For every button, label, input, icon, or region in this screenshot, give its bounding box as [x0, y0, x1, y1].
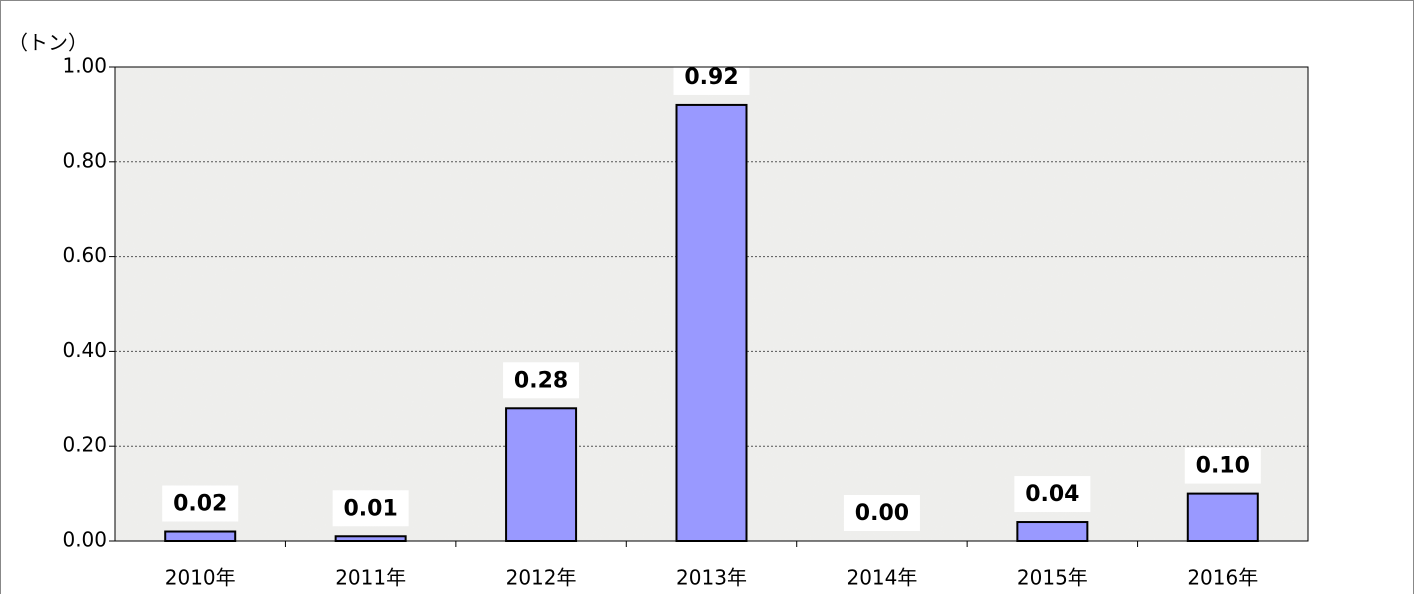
x-tick-label: 2012年	[506, 566, 577, 590]
value-label: 0.02	[173, 492, 227, 517]
bar	[675, 103, 748, 542]
x-tick-label: 2010年	[165, 566, 236, 590]
y-tick-label: 1.00	[62, 54, 107, 78]
bar	[1016, 521, 1089, 542]
value-label: 0.28	[514, 368, 568, 393]
bar	[164, 530, 237, 543]
bar	[505, 407, 578, 542]
value-label: 0.04	[1025, 482, 1079, 507]
value-label-box	[332, 490, 409, 527]
y-tick-label: 0.40	[62, 338, 107, 362]
value-label: 0.92	[684, 65, 738, 90]
value-label-box	[1014, 476, 1091, 513]
value-label-box	[503, 362, 580, 399]
plot-border	[114, 66, 1309, 542]
value-label-box	[1184, 447, 1261, 484]
value-label-box	[843, 495, 920, 531]
x-tick-label: 2013年	[676, 566, 747, 590]
y-tick-label: 0.20	[62, 433, 107, 457]
x-tick-label: 2015年	[1017, 566, 1088, 590]
y-tick-label: 0.60	[62, 243, 107, 267]
y-axis-label: （トン）	[8, 31, 88, 55]
value-label: 0.00	[855, 501, 909, 526]
value-label: 0.01	[344, 496, 398, 521]
bar	[334, 535, 407, 543]
y-tick-label: 0.00	[62, 528, 107, 552]
x-tick-label: 2011年	[335, 566, 406, 590]
value-label-box	[162, 485, 239, 522]
x-tick-label: 2016年	[1187, 566, 1258, 590]
x-tick-label: 2014年	[846, 566, 917, 590]
bar	[1186, 492, 1259, 543]
value-label: 0.10	[1196, 454, 1250, 479]
value-label-box	[673, 58, 750, 95]
y-tick-label: 0.80	[62, 148, 107, 172]
